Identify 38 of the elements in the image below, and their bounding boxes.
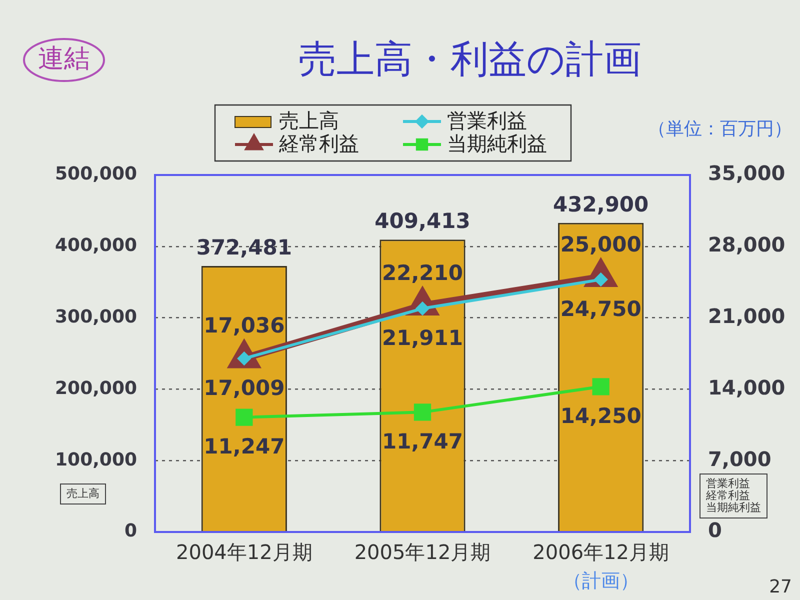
text: （単位：百万円） [648, 118, 792, 140]
data-label: 21,911 [382, 326, 464, 350]
y-tick-label: 500,000 [55, 164, 137, 185]
data-label: 11,747 [382, 430, 464, 454]
data-label: 17,036 [204, 314, 285, 338]
data-label: 17,009 [204, 376, 285, 400]
y2-axis-title: 営業利益経常利益当期純利益 [705, 476, 761, 514]
data-label: 14,250 [560, 404, 642, 428]
chart-title: 売上高・利益の計画 [298, 36, 642, 81]
y-axis-title: 売上高 [66, 486, 100, 500]
y-tick-label: 300,000 [55, 306, 137, 328]
legend-label: 売上高 [279, 108, 339, 133]
y2-tick-label: 28,000 [708, 232, 786, 257]
data-label: 432,900 [553, 192, 649, 216]
data-label: 11,247 [204, 434, 285, 459]
data-label: 409,413 [374, 209, 470, 234]
data-label: 24,750 [560, 297, 642, 322]
x-tick-label: 2004年12月期 [176, 540, 312, 564]
legend-label: 当期純利益 [447, 132, 547, 156]
y2-tick-label: 35,000 [708, 161, 786, 186]
y-tick-label: 100,000 [55, 449, 137, 470]
y2-tick-label: 14,000 [708, 375, 786, 400]
legend-label: 営業利益 [447, 108, 527, 133]
data-label: 22,210 [382, 260, 464, 285]
data-label: 372,481 [196, 236, 292, 260]
text: 27 [769, 576, 792, 598]
text: （計画） [562, 570, 639, 592]
y-tick-label: 200,000 [55, 378, 137, 399]
y2-tick-label: 0 [708, 518, 722, 542]
y-tick-label: 400,000 [55, 235, 137, 256]
y2-tick-label: 7,000 [708, 446, 772, 471]
legend-label: 経常利益 [278, 132, 359, 156]
y2-tick-label: 21,000 [708, 304, 786, 328]
x-tick-label: 2005年12月期 [354, 540, 491, 564]
x-tick-label: 2006年12月期 [532, 540, 670, 564]
text: 連結 [38, 44, 90, 74]
data-label: 25,000 [560, 232, 642, 256]
y-tick-label: 0 [124, 520, 137, 542]
